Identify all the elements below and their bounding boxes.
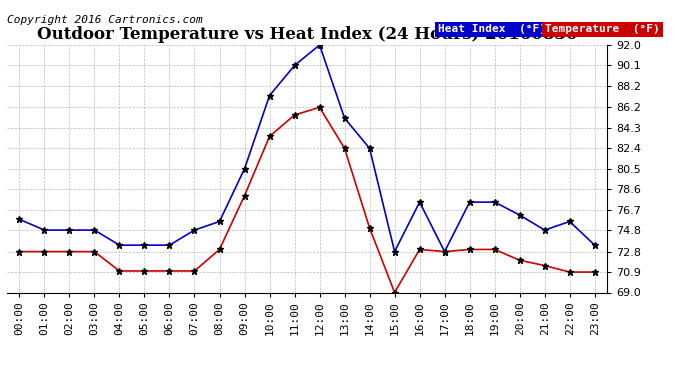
Text: Copyright 2016 Cartronics.com: Copyright 2016 Cartronics.com [7,15,203,25]
Text: Heat Index  (°F): Heat Index (°F) [438,24,546,34]
Title: Outdoor Temperature vs Heat Index (24 Hours) 20160830: Outdoor Temperature vs Heat Index (24 Ho… [37,27,578,44]
Text: Temperature  (°F): Temperature (°F) [545,24,660,34]
